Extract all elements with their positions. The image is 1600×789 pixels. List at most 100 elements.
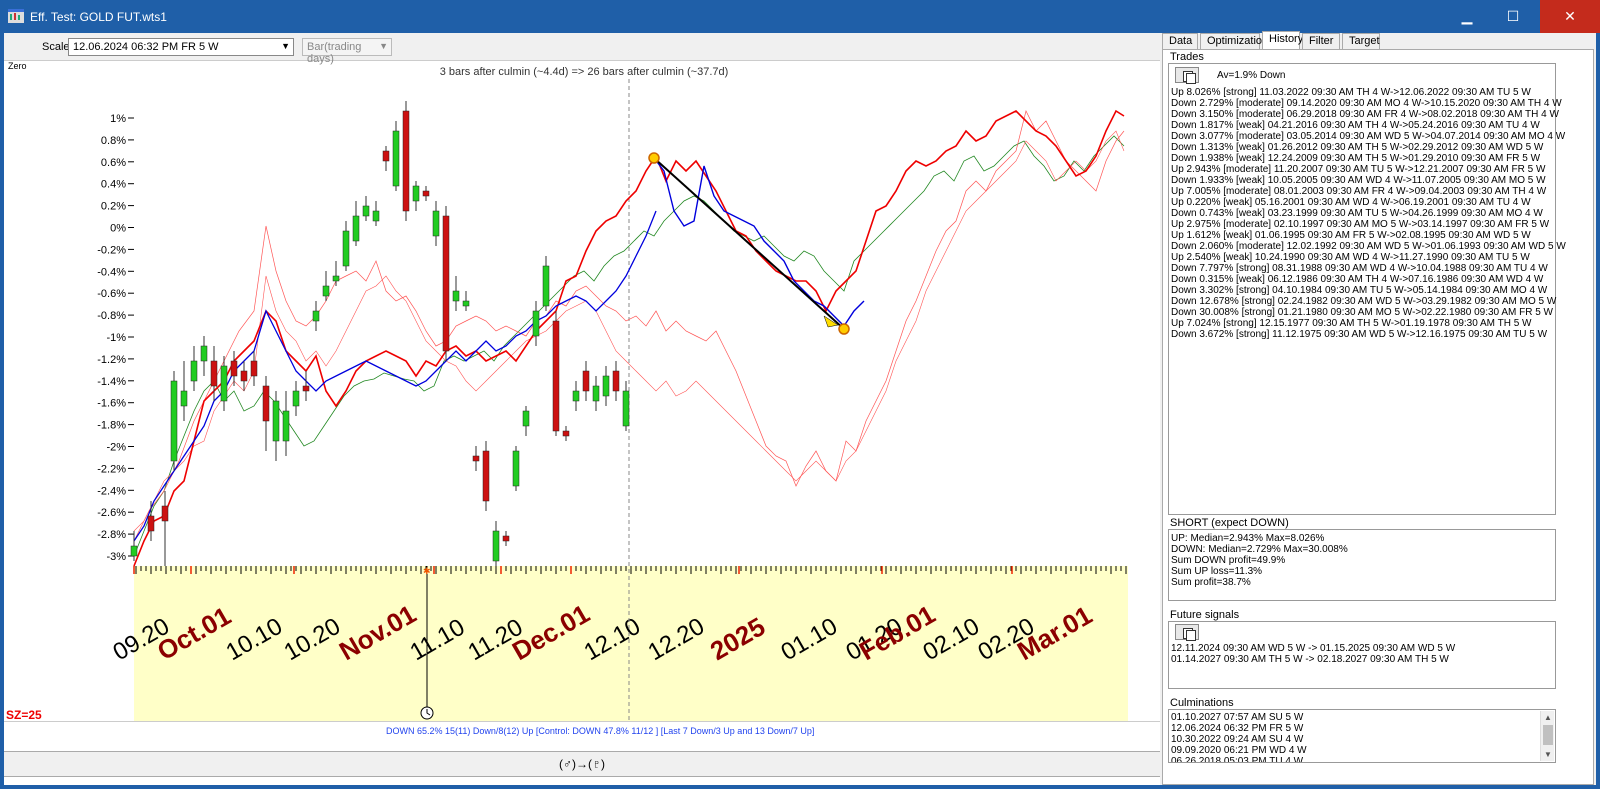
trade-row[interactable]: Down 1.938% [weak] 12.24.2009 09:30 AM T… [1171, 153, 1541, 164]
minimize-button[interactable]: ▁ [1461, 8, 1473, 24]
tab-history[interactable]: History [1262, 31, 1303, 49]
trade-row[interactable]: Down 7.797% [strong] 08.31.1988 09:30 AM… [1171, 263, 1548, 274]
candle-up [492, 530, 500, 562]
candle-up [622, 390, 630, 427]
culmination-row[interactable]: 09.09.2020 06:21 PM WD 4 W [1171, 745, 1307, 756]
title-bar: Eff. Test: GOLD FUT.wts1 ▁ ☐ ✕ [0, 0, 1600, 33]
candle-down [482, 450, 490, 502]
trade-row[interactable]: Down 12.678% [strong] 02.24.1982 09:30 A… [1171, 296, 1557, 307]
culminations-list[interactable]: 01.10.2027 07:57 AM SU 5 W 12.06.2024 06:… [1171, 712, 1307, 763]
trade-row[interactable]: Down 3.302% [strong] 04.10.1984 09:30 AM… [1171, 285, 1548, 296]
copy-icon[interactable] [1175, 624, 1199, 641]
candle-up [130, 545, 138, 557]
trade-row[interactable]: Down 1.933% [weak] 10.05.2005 09:30 AM W… [1171, 175, 1546, 186]
trades-list[interactable]: Up 8.026% [strong] 11.03.2022 09:30 AM T… [1171, 87, 1566, 340]
candle-up [362, 205, 370, 217]
candle-up [512, 450, 520, 487]
trade-row[interactable]: Down 0.315% [weak] 06.12.1986 09:30 AM T… [1171, 274, 1544, 285]
candle-up [170, 380, 178, 462]
price-chart[interactable]: 1% 0.8% 0.6% 0.4% 0.2% 0% -0.2% -0.4% -0.6% -0.8%… [4, 61, 1160, 722]
candle-up [342, 230, 350, 267]
copy-icon[interactable] [1175, 67, 1199, 84]
trade-row[interactable]: Down 2.060% [moderate] 12.02.1992 09:30 … [1171, 241, 1566, 252]
trade-row[interactable]: Up 2.975% [moderate] 02.10.1997 09:30 AM… [1171, 219, 1550, 230]
candle-up [312, 310, 320, 322]
culmination-row[interactable]: 10.30.2022 09:24 AM SU 4 W [1171, 734, 1304, 745]
chart-annotation: 3 bars after culmin (~4.4d) => 26 bars a… [440, 66, 729, 78]
candle-up [200, 345, 208, 362]
trend-start-marker [648, 152, 660, 164]
trade-row[interactable]: Up 2.943% [moderate] 11.20.2007 09:30 AM… [1171, 164, 1546, 175]
scale-label: Scale [42, 41, 70, 53]
date-axis-band [134, 566, 1128, 721]
y-tick-label: -1.6% [97, 398, 126, 410]
close-button[interactable]: ✕ [1540, 0, 1600, 33]
bar-mode-select[interactable]: Bar(trading days) ▼ [302, 38, 392, 65]
window-title: Eff. Test: GOLD FUT.wts1 [30, 10, 167, 24]
culmination-row[interactable]: 06.26.2018 05:03 PM TU 4 W [1171, 756, 1304, 763]
summary-line[interactable]: DOWN: Median=2.729% Max=30.008% [1171, 544, 1348, 555]
planet-transit-button[interactable]: (♂)→(♇) [4, 751, 1160, 777]
y-tick-label: -0.4% [97, 266, 126, 278]
y-tick-label: -3% [106, 551, 126, 563]
trade-row[interactable]: Up 2.540% [weak] 10.24.1990 09:30 AM WD … [1171, 252, 1530, 263]
short-summary-box: UP: Median=2.943% Max=8.026% DOWN: Median… [1168, 529, 1556, 601]
candle-down [262, 385, 270, 422]
candle-up [432, 210, 440, 237]
future-signal-row[interactable]: 12.11.2024 09:30 AM WD 5 W -> 01.15.2025… [1171, 643, 1456, 654]
future-signals-list[interactable]: 12.11.2024 09:30 AM WD 5 W -> 01.15.2025… [1171, 643, 1455, 665]
summary-line[interactable]: Sum profit=38.7% [1171, 577, 1251, 588]
trade-row[interactable]: Up 7.005% [moderate] 08.01.2003 09:30 AM… [1171, 186, 1547, 197]
scale-date-value: 12.06.2024 06:32 PM FR 5 W [73, 41, 219, 53]
trade-row[interactable]: Down 1.313% [weak] 01.26.2012 09:30 AM T… [1171, 142, 1544, 153]
trade-row[interactable]: Down 1.817% [weak] 04.21.2016 09:30 AM T… [1171, 120, 1540, 131]
candle-up [352, 215, 360, 242]
trade-row[interactable]: Down 3.150% [moderate] 06.29.2018 09:30 … [1171, 109, 1559, 120]
y-tick-label: -1.2% [97, 354, 126, 366]
tab-data[interactable]: Data [1162, 33, 1198, 49]
y-tick-label: -2.8% [97, 529, 126, 541]
candle-up [272, 400, 280, 442]
trade-row[interactable]: Down 0.743% [weak] 03.23.1999 09:30 AM T… [1171, 208, 1543, 219]
candle-up [532, 310, 540, 337]
trade-row[interactable]: Up 8.026% [strong] 11.03.2022 09:30 AM T… [1171, 87, 1531, 98]
y-tick-label: -1.8% [97, 420, 126, 432]
culmination-row[interactable]: 12.06.2024 06:32 PM FR 5 W [1171, 723, 1304, 734]
candle-down [552, 320, 560, 432]
app-icon [8, 9, 24, 23]
scale-date-select[interactable]: 12.06.2024 06:32 PM FR 5 W ▼ [68, 38, 294, 56]
scroll-up-icon[interactable]: ▲ [1544, 713, 1552, 722]
summary-line[interactable]: UP: Median=2.943% Max=8.026% [1171, 533, 1325, 544]
summary-line[interactable]: Sum DOWN profit=49.9% [1171, 555, 1286, 566]
candle-down [562, 430, 570, 437]
candle-down [302, 385, 310, 392]
culmination-row[interactable]: 01.10.2027 07:57 AM SU 5 W [1171, 712, 1304, 723]
scroll-down-icon[interactable]: ▼ [1544, 750, 1552, 759]
summary-line[interactable]: Sum UP loss=11.3% [1171, 566, 1263, 577]
trade-row[interactable]: Down 2.729% [moderate] 09.14.2020 09:30 … [1171, 98, 1562, 109]
trade-row[interactable]: Down 3.077% [moderate] 03.05.2014 09:30 … [1171, 131, 1566, 142]
chart-svg[interactable]: 1% 0.8% 0.6% 0.4% 0.2% 0% -0.2% -0.4% -0.6% -0.8%… [4, 61, 1160, 722]
candle-up [220, 365, 228, 402]
chart-corner-label: Zero [8, 61, 27, 71]
trade-row[interactable]: Up 7.024% [strong] 12.15.1977 09:30 AM T… [1171, 318, 1532, 329]
trade-row[interactable]: Up 0.220% [weak] 05.16.2001 09:30 AM WD … [1171, 197, 1531, 208]
trade-row[interactable]: Down 30.008% [strong] 01.21.1980 09:30 A… [1171, 307, 1553, 318]
y-tick-label: 0.6% [101, 157, 126, 169]
maximize-button[interactable]: ☐ [1506, 8, 1520, 24]
y-tick-label: -2.2% [97, 463, 126, 475]
tab-target[interactable]: Target [1342, 33, 1380, 49]
candle-up [322, 285, 330, 297]
candle-up [372, 210, 380, 222]
trade-row[interactable]: Up 1.612% [weak] 01.06.1995 09:30 AM FR … [1171, 230, 1531, 241]
green-projection-line [133, 135, 1125, 557]
tab-optimization[interactable]: Optimization [1200, 33, 1268, 49]
tab-filter[interactable]: Filter [1302, 33, 1340, 49]
pink-projection-line-2 [133, 130, 1125, 532]
scroll-thumb[interactable] [1543, 725, 1553, 745]
candle-down [502, 535, 510, 542]
culminations-scrollbar[interactable]: ▲ ▼ [1540, 711, 1554, 761]
candle-up [180, 390, 188, 407]
trade-row[interactable]: Down 3.672% [strong] 11.12.1975 09:30 AM… [1171, 329, 1548, 340]
future-signal-row[interactable]: 01.14.2027 09:30 AM TH 5 W -> 02.18.2027… [1171, 654, 1449, 665]
